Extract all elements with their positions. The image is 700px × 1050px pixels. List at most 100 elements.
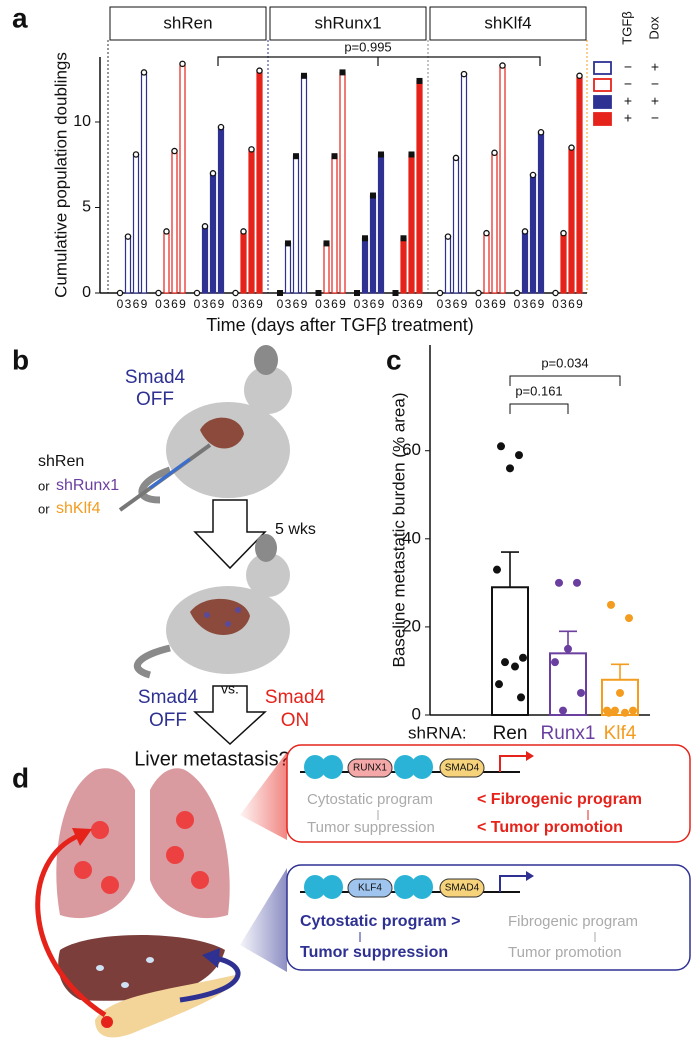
p-value: p=0.034 <box>541 355 588 370</box>
bar <box>452 157 460 294</box>
metastasis <box>191 871 209 889</box>
x-tick-label: 9 <box>576 297 583 311</box>
program: Cytostatic program > <box>300 913 460 930</box>
bar <box>576 75 583 294</box>
metastasis <box>91 821 109 839</box>
marker <box>155 289 162 297</box>
marker <box>576 72 583 80</box>
metastasis <box>235 607 241 613</box>
marker <box>460 70 468 78</box>
mouse-head <box>246 553 290 597</box>
marker <box>293 153 299 160</box>
x-tick-label: 0 <box>232 297 239 311</box>
marker <box>521 228 529 235</box>
data-point <box>607 600 615 609</box>
x-tick-label: 0 <box>315 297 322 311</box>
y-tick-label: 20 <box>402 616 421 635</box>
lesion <box>146 957 154 963</box>
x-tick-label: 9 <box>339 297 346 311</box>
bar <box>369 194 377 294</box>
x-tick-label: 3 <box>240 297 247 311</box>
data-point <box>555 578 563 587</box>
error-bar <box>501 551 519 588</box>
arrowhead <box>526 751 534 761</box>
bar <box>217 126 225 294</box>
x-tick-label: 6 <box>171 297 178 311</box>
marker <box>240 228 247 235</box>
x-tick-label: 0 <box>392 297 399 311</box>
arrow <box>193 685 267 746</box>
factor-label: KLF4 <box>358 883 382 894</box>
marker <box>370 192 376 199</box>
marker <box>124 233 132 240</box>
marker <box>408 151 415 158</box>
arrow <box>193 499 267 570</box>
program: Cytostatic program <box>307 791 433 808</box>
panel-label: d <box>12 762 29 793</box>
marker <box>568 144 575 151</box>
legend-swatch <box>593 61 612 75</box>
marker <box>171 147 178 155</box>
mouse-ear <box>255 534 277 562</box>
data-point <box>621 708 629 717</box>
factor <box>347 878 393 898</box>
legend-header: TGFβ <box>619 11 634 44</box>
data-point <box>611 706 619 715</box>
marker <box>232 289 239 297</box>
x-tick-label: 9 <box>301 297 308 311</box>
bar <box>209 172 217 294</box>
y-tick-label: 5 <box>82 199 91 216</box>
data-point <box>564 644 572 653</box>
vs: vs. <box>221 681 239 697</box>
data-point <box>493 565 501 574</box>
lesion <box>121 982 129 988</box>
x-tick-label: 3 <box>483 297 490 311</box>
marker <box>452 154 460 162</box>
outcome: Tumor suppression <box>300 944 448 961</box>
data-point <box>511 662 519 671</box>
marker <box>491 149 498 157</box>
y-tick-label: 40 <box>402 528 421 547</box>
marker <box>552 289 559 297</box>
outcome: Tumor promotion <box>508 944 622 961</box>
group-header <box>429 6 587 41</box>
bar <box>323 242 330 294</box>
x-tick-label: 6 <box>491 297 498 311</box>
x-tick-label: 6 <box>248 297 255 311</box>
panel-label: a <box>12 2 28 33</box>
bar <box>300 75 308 294</box>
smad4 <box>439 878 485 898</box>
x-tick-label: Klf4 <box>604 723 637 744</box>
legend-sign: − <box>651 76 659 92</box>
legend-sign: − <box>624 59 632 75</box>
bar <box>460 73 468 294</box>
legend-sign: + <box>651 93 659 109</box>
bar <box>529 174 537 294</box>
x-tick-label: Ren <box>493 723 528 744</box>
x-tick-label: 9 <box>416 297 423 311</box>
group-label: shKlf4 <box>484 13 531 32</box>
mouse-tail <box>138 466 172 504</box>
bar <box>444 235 452 294</box>
nucleosome <box>411 875 433 899</box>
x-axis-label: Time (days after TGFβ treatment) <box>206 315 473 335</box>
nucleosome <box>321 755 343 779</box>
x-tick-label: 0 <box>277 297 284 311</box>
data-point <box>616 688 624 697</box>
bar <box>124 235 132 294</box>
lesion <box>96 965 104 971</box>
data-point <box>506 464 514 473</box>
injection: shRen <box>38 453 84 470</box>
connector: or <box>38 501 50 516</box>
marker <box>499 62 506 69</box>
panel-b: Smad4 OFF shRen or shRunx1 or shKlf4 5 w… <box>38 345 326 770</box>
x-tick-label: 0 <box>117 297 124 311</box>
panel-a: p=0.995 Time (days after TGFβ treatment)… <box>51 11 661 334</box>
legend-header: Dox <box>646 16 661 40</box>
condition-label: OFF <box>149 710 187 731</box>
condition-label: ON <box>281 710 310 731</box>
data-point <box>573 578 581 587</box>
metastasis <box>166 846 184 864</box>
x-tick-label: 0 <box>194 297 201 311</box>
bar <box>201 225 209 294</box>
